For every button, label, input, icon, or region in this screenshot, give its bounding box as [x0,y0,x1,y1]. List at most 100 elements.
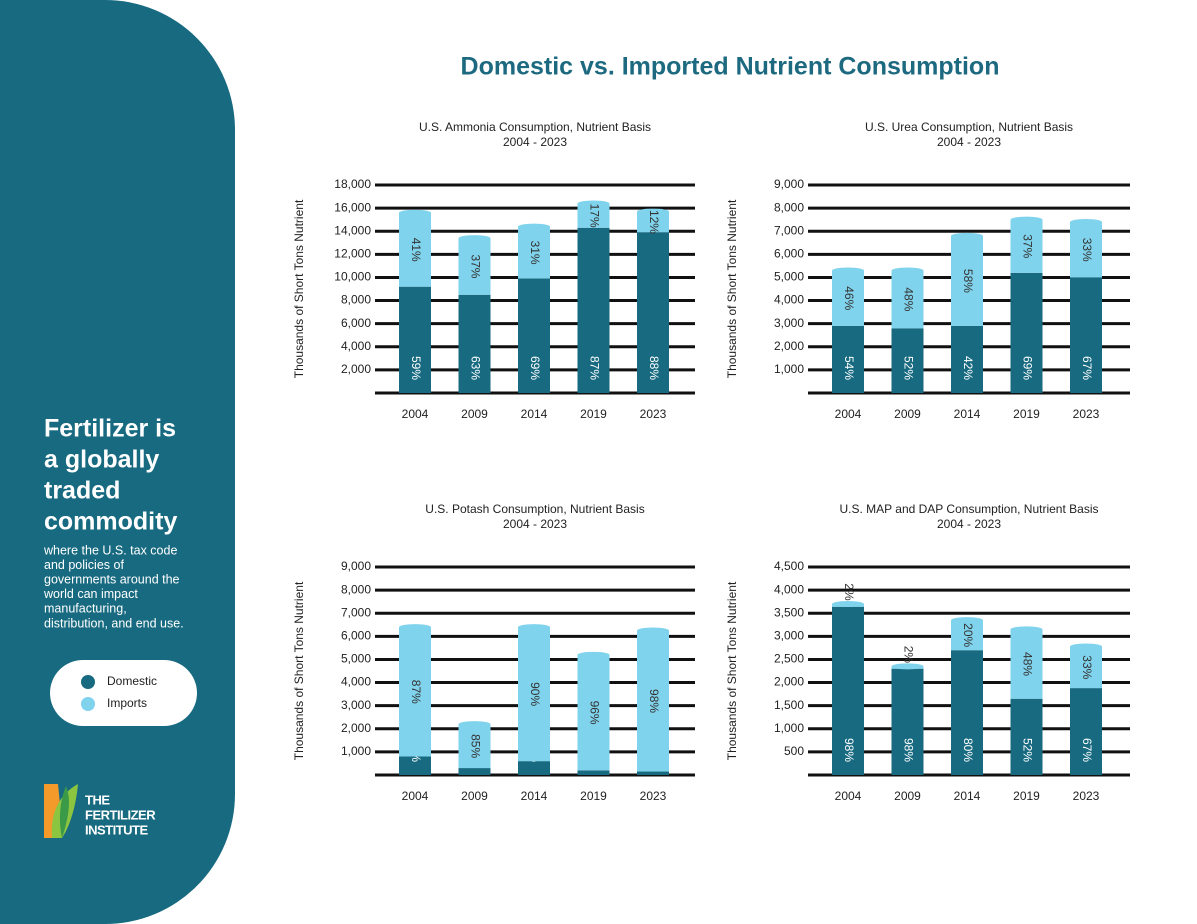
share-label: 2% [842,583,856,601]
share-label: 67% [1080,356,1094,380]
y-tick-label: 4,000 [774,582,804,596]
bar-segment [399,286,431,393]
bar-cap [637,627,669,634]
share-label: 37% [468,254,482,278]
share-label: 85% [468,734,482,758]
bar-segment [518,226,550,279]
share-label: 90% [528,682,542,706]
y-tick-label: 9,000 [341,559,371,573]
legend-swatch [81,697,95,711]
bar-segment [577,203,610,228]
bar-cap [637,208,669,215]
y-tick-label: 10,000 [334,270,371,284]
x-tick-label: 2009 [894,407,921,421]
bar-segment [637,232,669,393]
bar-cap [1010,626,1043,633]
bar-cap [577,200,610,207]
x-tick-label: 2009 [894,789,921,803]
y-tick-label: 18,000 [334,177,371,191]
share-label: 87% [409,680,423,704]
bar-segment [1010,629,1043,699]
x-tick-label: 2014 [521,789,548,803]
bar-segment [832,325,864,393]
x-tick-label: 2009 [461,407,488,421]
bar-segment [458,294,491,393]
bar-segment [1070,221,1102,278]
y-tick-label: 2,500 [774,652,804,666]
x-tick-label: 2019 [1013,407,1040,421]
y-tick-label: 4,000 [774,293,804,307]
bar-segment [518,761,550,775]
y-tick-label: 5,000 [774,270,804,284]
y-tick-label: 3,000 [774,316,804,330]
bar-segment [891,668,924,775]
x-tick-label: 2004 [402,407,429,421]
bar-segment [518,627,550,762]
bar-cap [518,223,550,230]
bar-segment [1010,272,1043,393]
sidebar-heading: traded [44,477,120,505]
bar-cap [399,624,431,631]
y-tick-label: 14,000 [334,223,371,237]
share-label: 42% [961,356,975,380]
sidebar-body: manufacturing, [44,602,127,616]
y-tick-label: 7,000 [774,223,804,237]
logo-text: INSTITUTE [85,822,148,837]
share-label: 48% [1020,652,1034,676]
x-tick-label: 2019 [580,407,607,421]
x-tick-label: 2019 [580,789,607,803]
share-label: 98% [647,689,661,713]
y-axis-label: Thousands of Short Tons Nutrient [292,199,306,378]
y-tick-label: 16,000 [334,200,371,214]
legend-label: Imports [107,696,147,710]
y-tick-label: 8,000 [341,582,371,596]
bar-segment [1070,646,1102,689]
share-label: 52% [1020,738,1034,762]
share-label: 2% [901,646,915,664]
sidebar-heading: Fertilizer is [44,415,176,443]
y-tick-label: 4,500 [774,559,804,573]
bar-segment [1070,688,1102,775]
y-tick-label: 500 [784,744,804,758]
share-label: 46% [842,286,856,310]
x-tick-label: 2009 [461,789,488,803]
share-label: 12% [647,210,661,234]
x-tick-label: 2023 [640,407,667,421]
bar-segment [399,212,431,287]
sidebar-heading: a globally [44,446,159,474]
x-tick-label: 2023 [1073,407,1100,421]
y-axis-label: Thousands of Short Tons Nutrient [725,199,739,378]
bar-cap [577,651,610,658]
y-tick-label: 2,000 [774,339,804,353]
bar-segment [1070,277,1102,393]
bar-segment [951,235,983,326]
y-tick-label: 5,000 [341,652,371,666]
bar-cap [458,721,491,728]
share-label: 52% [901,356,915,380]
y-tick-label: 12,000 [334,247,371,261]
share-label: 88% [647,356,661,380]
bar-segment [637,771,669,775]
share-label: 59% [409,356,423,380]
bar-segment [1010,219,1043,273]
share-label: 67% [1080,738,1094,762]
y-tick-label: 2,000 [341,721,371,735]
bar-cap [518,624,550,631]
y-tick-label: 1,000 [774,362,804,376]
y-tick-label: 2,000 [341,362,371,376]
share-label: 98% [842,738,856,762]
share-label: 33% [1080,238,1094,262]
bar-segment [951,325,983,393]
share-label: 58% [961,269,975,293]
share-label: 98% [901,738,915,762]
share-label: 20% [961,623,975,647]
bar-segment [891,270,924,329]
bar-cap [891,267,924,274]
y-axis-label: Thousands of Short Tons Nutrient [292,581,306,760]
sidebar-body: where the U.S. tax code [43,543,177,557]
bar-segment [577,227,610,393]
sidebar-body: governments around the [44,572,180,586]
y-tick-label: 7,000 [341,605,371,619]
share-label: 69% [1020,356,1034,380]
bar-segment [399,627,431,757]
